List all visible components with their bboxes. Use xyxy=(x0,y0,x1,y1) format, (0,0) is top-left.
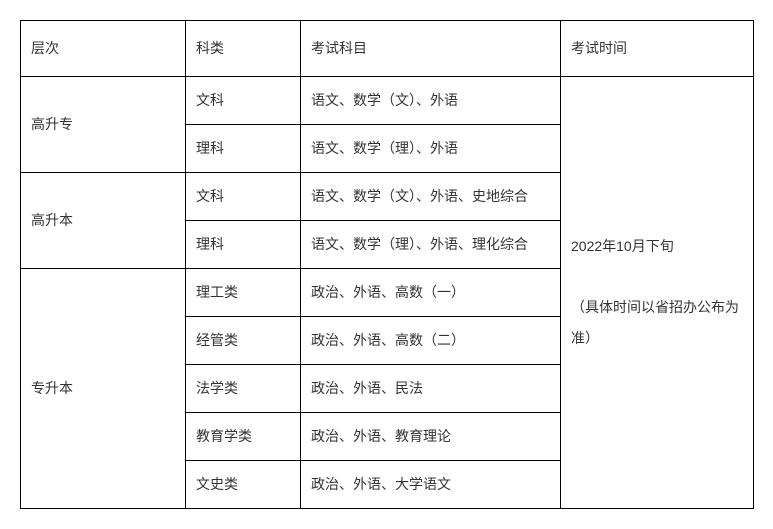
cell-category: 文科 xyxy=(186,172,301,220)
cell-subjects: 语文、数学（理）、外语、理化综合 xyxy=(301,220,561,268)
header-subjects: 考试科目 xyxy=(301,21,561,77)
cell-level-gaoshengben: 高升本 xyxy=(21,172,186,268)
cell-category: 文科 xyxy=(186,76,301,124)
cell-subjects: 政治、外语、高数（二） xyxy=(301,316,561,364)
cell-category: 理工类 xyxy=(186,268,301,316)
table-row: 高升专 文科 语文、数学（文）、外语 2022年10月下旬 （具体时间以省招办公… xyxy=(21,76,754,124)
cell-exam-time: 2022年10月下旬 （具体时间以省招办公布为准） xyxy=(561,76,754,508)
table-header-row: 层次 科类 考试科目 考试时间 xyxy=(21,21,754,77)
cell-category: 文史类 xyxy=(186,460,301,508)
cell-subjects: 政治、外语、高数（一） xyxy=(301,268,561,316)
cell-category: 经管类 xyxy=(186,316,301,364)
cell-subjects: 政治、外语、民法 xyxy=(301,364,561,412)
cell-category: 教育学类 xyxy=(186,412,301,460)
cell-subjects: 语文、数学（理）、外语 xyxy=(301,124,561,172)
cell-category: 理科 xyxy=(186,124,301,172)
cell-level-gaoshengzhuan: 高升专 xyxy=(21,76,186,172)
header-level: 层次 xyxy=(21,21,186,77)
cell-category: 理科 xyxy=(186,220,301,268)
cell-subjects: 政治、外语、大学语文 xyxy=(301,460,561,508)
cell-subjects: 政治、外语、教育理论 xyxy=(301,412,561,460)
header-time: 考试时间 xyxy=(561,21,754,77)
cell-subjects: 语文、数学（文）、外语、史地综合 xyxy=(301,172,561,220)
header-category: 科类 xyxy=(186,21,301,77)
cell-level-zhuanshengben: 专升本 xyxy=(21,268,186,508)
exam-schedule-table: 层次 科类 考试科目 考试时间 高升专 文科 语文、数学（文）、外语 2022年… xyxy=(20,20,754,509)
cell-category: 法学类 xyxy=(186,364,301,412)
cell-subjects: 语文、数学（文）、外语 xyxy=(301,76,561,124)
